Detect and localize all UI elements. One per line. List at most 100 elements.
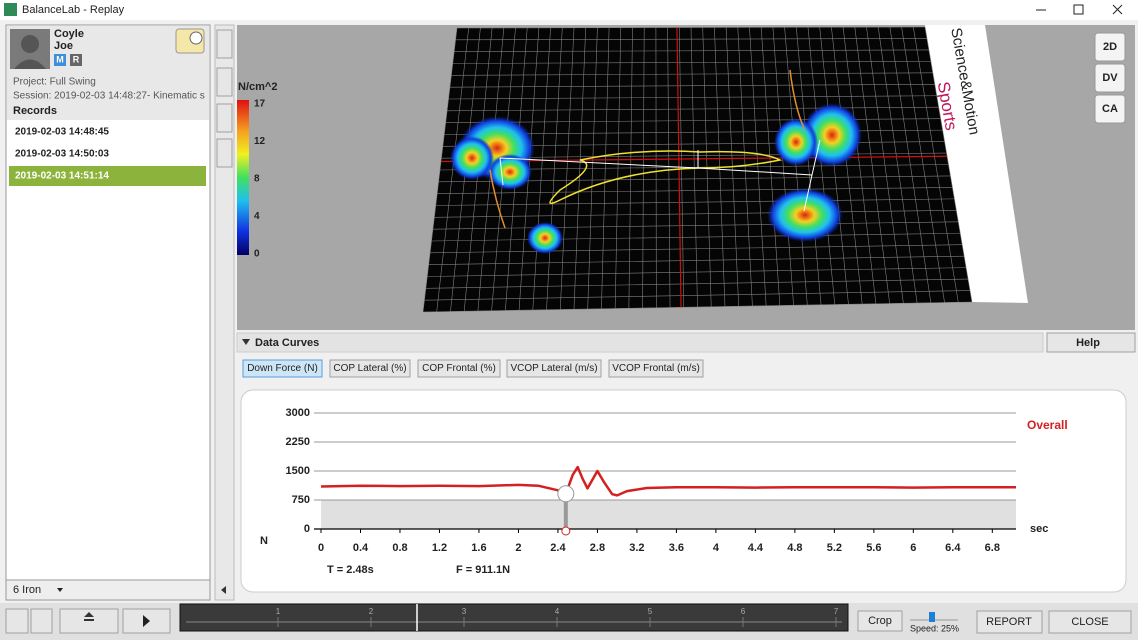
tool-button[interactable] — [216, 138, 233, 168]
records-header: Records — [13, 105, 57, 117]
x-tick-label: 6.4 — [945, 542, 961, 554]
curve-tab-label: COP Lateral (%) — [333, 363, 406, 374]
record-label: 2019-02-03 14:51:14 — [15, 171, 109, 182]
plate-grid-line — [437, 187, 953, 194]
plate-grid-line — [432, 221, 959, 230]
pressure-blob — [774, 118, 818, 166]
left-panel — [5, 24, 211, 601]
force-readout: F = 911.1N — [456, 564, 510, 576]
curve-tab[interactable] — [242, 359, 323, 378]
plate-grid-line — [427, 267, 967, 277]
cop-links — [499, 139, 821, 212]
record-row[interactable] — [9, 166, 206, 186]
title-bar — [0, 0, 1138, 20]
plate-grid-line — [435, 198, 955, 206]
chart-panel — [240, 389, 1127, 593]
close-window[interactable] — [1112, 4, 1123, 15]
record-row[interactable] — [9, 122, 206, 142]
pressure-blob — [767, 188, 843, 242]
data-curves-header[interactable] — [236, 332, 1044, 353]
x-tick-label: 2.8 — [590, 542, 605, 554]
session: Session: 2019-02-03 14:48:27- Kinematic … — [13, 91, 205, 102]
curve-tab[interactable] — [506, 359, 602, 378]
badge-label: M — [56, 54, 64, 64]
curve-tab[interactable] — [608, 359, 704, 378]
x-tick-label: 5.2 — [827, 542, 842, 554]
plate-grid-line — [456, 26, 926, 29]
plate-grid-line — [448, 95, 937, 100]
plate-grid-line — [455, 38, 927, 41]
plate-grid-line — [447, 106, 939, 112]
x-axis-label: sec — [1030, 523, 1048, 535]
series-line — [320, 465, 1016, 497]
window-title: BalanceLab - Replay — [22, 4, 125, 16]
data-curves-title: Data Curves — [255, 337, 319, 349]
close-button[interactable] — [1048, 610, 1132, 634]
x-tick-label: 3.2 — [629, 542, 644, 554]
record-row[interactable] — [9, 144, 206, 164]
restore[interactable] — [1073, 4, 1084, 15]
view-button-label: 2D — [1103, 41, 1117, 53]
menu-button[interactable] — [30, 608, 53, 634]
y-tick-label: 1500 — [286, 465, 310, 477]
first-name: Joe — [54, 40, 73, 52]
timeline-label: 5 — [648, 607, 653, 616]
close-label: CLOSE — [1071, 616, 1108, 628]
view-button-label: DV — [1102, 72, 1118, 84]
view-button[interactable] — [1094, 63, 1126, 93]
curve-tab-label: Down Force (N) — [247, 363, 318, 374]
avatar-body — [14, 59, 46, 69]
report-label: REPORT — [986, 616, 1032, 628]
play-icon — [143, 615, 150, 627]
y-tick-label: 0 — [304, 523, 310, 535]
timeline-label: 7 — [834, 607, 839, 616]
help-button[interactable] — [1046, 332, 1136, 353]
cursor-point[interactable] — [557, 485, 575, 503]
report-button[interactable] — [976, 610, 1043, 634]
x-tick-label: 0.8 — [392, 542, 407, 554]
x-tick-label: 5.6 — [866, 542, 881, 554]
tool-button[interactable] — [216, 67, 233, 97]
curve-tab[interactable] — [329, 359, 411, 378]
y-tick-label: 750 — [292, 494, 310, 506]
x-tick-label: 0.4 — [353, 542, 369, 554]
plate-grid-line — [428, 255, 965, 265]
avatar-head — [21, 35, 39, 53]
timeline[interactable] — [179, 603, 849, 632]
scale-unit: N/cm^2 — [238, 81, 277, 93]
plate-grid-line — [431, 232, 961, 242]
eject-icon — [84, 612, 94, 621]
curve-tab-label: VCOP Frontal (m/s) — [612, 363, 700, 374]
view-button[interactable] — [1094, 32, 1126, 62]
pressure-blob — [450, 136, 494, 180]
tool-button[interactable] — [216, 103, 233, 133]
project: Project: Full Swing — [13, 77, 96, 88]
y-tick-label: 2250 — [286, 436, 310, 448]
badge — [54, 54, 66, 66]
plate-grid-line — [425, 278, 969, 289]
scale-label: 17 — [254, 99, 266, 110]
speed-thumb[interactable] — [929, 612, 935, 622]
scale-label: 4 — [254, 211, 260, 222]
plate-grid-line — [451, 72, 933, 76]
cop-trace — [489, 69, 806, 229]
last-name: Coyle — [54, 28, 84, 40]
x-tick-label: 6.8 — [985, 542, 1000, 554]
club-dropdown[interactable] — [5, 579, 211, 601]
logo-strip — [925, 25, 1028, 303]
badge — [70, 54, 82, 66]
x-tick-label: 4 — [713, 542, 720, 554]
curve-tab[interactable] — [417, 359, 501, 378]
view-button[interactable] — [1094, 94, 1126, 124]
plate-grid-line — [434, 210, 957, 218]
timeline-label: 3 — [462, 607, 467, 616]
plate-grid-line — [430, 244, 963, 254]
crop-button[interactable] — [857, 610, 903, 632]
help-label: Help — [1076, 337, 1100, 349]
x-tick-label: 1.6 — [471, 542, 486, 554]
tools-button[interactable] — [5, 608, 29, 634]
cursor-base — [561, 526, 571, 536]
tool-button[interactable] — [216, 29, 233, 59]
collapse-arrow[interactable] — [221, 586, 226, 594]
